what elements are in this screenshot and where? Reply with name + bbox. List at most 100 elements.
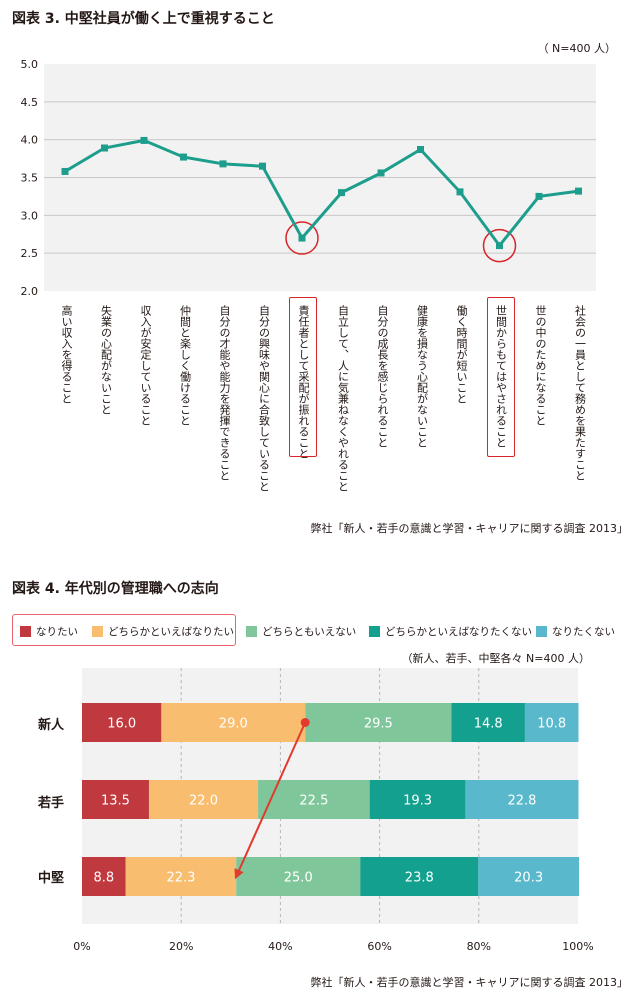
legend-swatch — [20, 626, 31, 637]
highlight-circle — [482, 228, 517, 263]
chart1-source: 弊社「新人・若手の意識と学習・キャリアに関する調査 2013」 — [310, 522, 629, 535]
chart1-title: 図表 3. 中堅社員が働く上で重視すること — [12, 11, 275, 27]
bar-segment — [82, 780, 149, 819]
y-tick-label: 2.0 — [21, 285, 39, 298]
y-tick-label: 5.0 — [21, 58, 39, 71]
line-chart: 2.0 2.5 3.0 3.5 4.0 4.5 5.0 — [21, 58, 596, 298]
legend-swatch — [246, 626, 257, 637]
annotation-arrow — [234, 722, 307, 880]
category-label: 自分の才能や能力を発揮できること — [218, 305, 231, 481]
bar-segment — [465, 780, 579, 819]
row-label-chuken: 中堅 — [38, 871, 65, 886]
chart2-title: 図表 4. 年代別の管理職への志向 — [12, 581, 219, 597]
y-tick-label: 2.5 — [21, 247, 39, 260]
legend-label: なりたくない — [552, 626, 615, 638]
data-point — [338, 189, 345, 197]
bar-value-label: 25.0 — [284, 871, 313, 886]
category-label: 社会の一員として務めを果たすこと — [573, 305, 587, 481]
x-tick-label: 0% — [73, 940, 90, 953]
data-point — [101, 144, 108, 152]
legend-label: どちらかといえばなりたくない — [385, 626, 532, 638]
category-label: 自分の興味や関心に合致していること — [257, 305, 271, 492]
category-label: 失業の心配がないこと — [99, 305, 113, 415]
row-label-shinjin: 新人 — [38, 718, 65, 733]
legend-item-dochiraka-naritakunai: どちらかといえばなりたくない — [369, 624, 532, 639]
legend-item-nari-tai: なりたい — [20, 624, 78, 639]
bar-segment — [478, 857, 579, 896]
y-tick-label: 3.5 — [21, 172, 39, 185]
category-label: 責任者として采配が振れること — [297, 305, 310, 459]
bar-value-label: 19.3 — [403, 794, 432, 809]
bar-segment — [369, 780, 466, 819]
data-point — [535, 192, 543, 200]
legend-label: なりたい — [36, 626, 78, 638]
bar-value-label: 29.0 — [219, 717, 248, 732]
bar-segment — [524, 703, 579, 742]
data-point — [377, 169, 385, 177]
category-highlight-box — [289, 297, 317, 457]
data-point — [496, 242, 503, 250]
legend-label: どちらともいえない — [262, 626, 357, 638]
chart1-sample-note: （ N=400 人） — [537, 42, 616, 55]
data-point — [575, 187, 582, 195]
y-tick-label: 4.0 — [21, 134, 39, 147]
bar-value-label: 22.5 — [299, 794, 328, 809]
category-label: 自立して、人に気兼ねなくやれること — [336, 305, 350, 492]
bar-value-label: 22.3 — [166, 871, 195, 886]
bar-value-label: 10.8 — [537, 717, 566, 732]
x-tick-label: 100% — [562, 940, 593, 953]
bar-value-label: 13.5 — [101, 794, 130, 809]
highlight-circle — [285, 221, 319, 255]
bar-value-label: 20.3 — [514, 871, 543, 886]
bar-segment — [360, 857, 479, 896]
bar-segment — [451, 703, 525, 742]
category-label: 高い収入を得ること — [60, 305, 73, 404]
legend-item-naritakunai: なりたくない — [536, 624, 615, 639]
bar-value-label: 14.8 — [474, 717, 503, 732]
bar-segment — [125, 857, 237, 896]
category-label: 仲間と楽しく働けること — [178, 305, 192, 426]
legend-swatch — [92, 626, 103, 637]
data-point — [456, 188, 464, 196]
data-point — [219, 160, 227, 168]
legend-swatch — [369, 626, 380, 637]
chart2-source: 弊社「新人・若手の意識と学習・キャリアに関する調査 2013」 — [310, 976, 629, 989]
data-point — [298, 234, 306, 242]
bar-segment — [82, 857, 126, 896]
bar-segment — [305, 703, 452, 742]
data-point — [417, 146, 424, 154]
category-label: 自分の成長を感じられること — [376, 305, 389, 448]
y-tick-label: 3.0 — [21, 209, 39, 222]
legend-highlight-box — [12, 614, 236, 646]
data-point — [140, 136, 148, 144]
x-tick-label: 40% — [268, 940, 292, 953]
category-label: 世の中のためになること — [534, 305, 547, 426]
bar-segment — [148, 780, 259, 819]
x-tick-label: 20% — [169, 940, 193, 953]
x-tick-label: 60% — [367, 940, 391, 953]
bar-value-label: 22.8 — [507, 794, 536, 809]
category-highlight-box — [486, 297, 515, 457]
category-label: 健康を損なう心配がないこと — [415, 305, 429, 448]
data-point — [61, 167, 69, 175]
data-point — [259, 162, 266, 170]
data-point — [180, 153, 187, 161]
legend-item-dochiratomo: どちらともいえない — [246, 624, 356, 639]
bar-segment — [82, 703, 162, 742]
bar-value-label: 16.0 — [107, 717, 136, 732]
line-series — [64, 138, 579, 249]
bar-segment — [161, 703, 306, 742]
y-tick-label: 4.5 — [21, 96, 39, 109]
legend-label: どちらかといえばなりたい — [108, 626, 234, 638]
x-tick-label: 80% — [467, 940, 491, 953]
row-label-wakate: 若手 — [38, 796, 65, 811]
bar-value-label: 23.8 — [405, 871, 434, 886]
legend-item-dochiraka-nari-tai: どちらかといえばなりたい — [92, 624, 234, 639]
bar-value-label: 22.0 — [189, 794, 218, 809]
category-label: 収入が安定していること — [139, 305, 152, 426]
legend-swatch — [536, 626, 547, 637]
chart2-sample-note: （新人、若手、中堅各々 N=400 人） — [401, 652, 590, 665]
bar-value-label: 29.5 — [364, 717, 393, 732]
bar-value-label: 8.8 — [93, 871, 114, 886]
